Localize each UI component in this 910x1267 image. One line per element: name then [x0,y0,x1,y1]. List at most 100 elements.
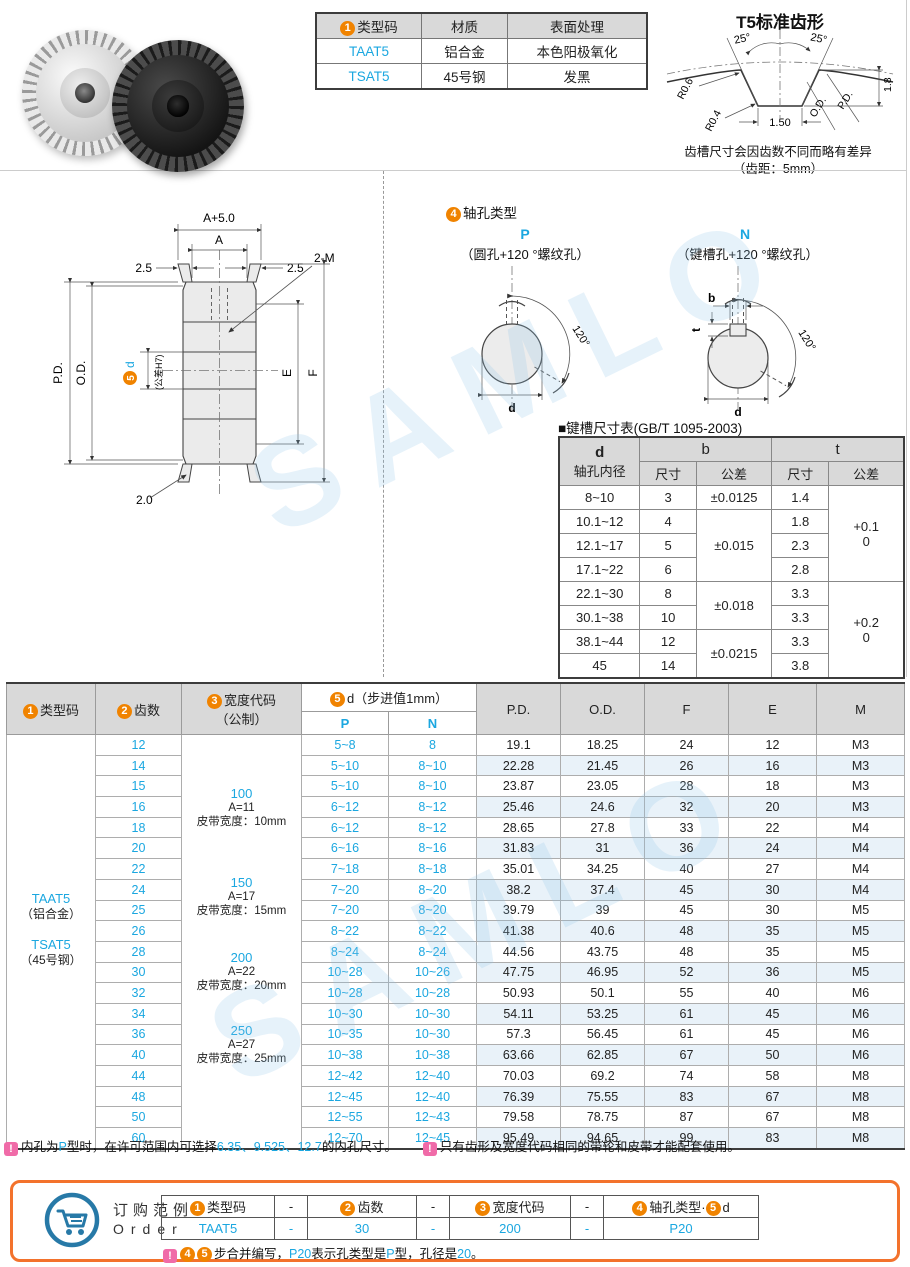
od-label: O.D. [807,95,829,120]
main-table-cell-f: 61 [644,1002,729,1025]
main-table-cell-teeth: 34 [95,1002,182,1025]
tolerance-header: 公差 [696,461,773,486]
finish: 本色阳极氧化 [506,38,648,64]
pulley-bore [74,82,96,104]
main-table-row: 36 10~35 10~30 57.3 56.45 61 45 M6 [7,1023,905,1046]
warning-icon: ! [163,1249,177,1263]
main-table-cell-n: 8~18 [388,858,477,880]
main-table-cell-m: M5 [816,899,905,922]
main-table-cell-p: 5~10 [301,754,389,777]
main-table-cell-m: M8 [816,1127,905,1150]
n-type-label: N [739,226,751,242]
main-table-cell-od: 62.85 [560,1044,645,1066]
main-table-cell-teeth: 18 [95,816,182,839]
main-table-cell-e: 12 [728,734,817,756]
order-title-en: Order [113,1221,184,1237]
main-table-row: 18 6~12 8~12 28.65 27.8 33 22 M4 [7,816,905,839]
keyway-table-title: ■键槽尺寸表(GB/T 1095-2003) [558,421,743,436]
circled-5-icon: 5 [126,375,137,381]
keyway-row: 45 14 3.8 [558,653,904,679]
keyway-header-b: b [639,436,773,462]
footnote-text: 内孔为 [21,1140,59,1154]
main-table-cell-p: 12~55 [301,1106,389,1129]
order-value-hole: P20 [603,1217,759,1240]
main-table-cell-od: 78.75 [560,1106,645,1129]
note-text: 。 [471,1247,484,1261]
order-header-hole: 4 轴孔类型· 5 d [603,1195,759,1218]
order-value-width: 200 [449,1217,571,1240]
main-table-cell-od: 43.75 [560,940,645,963]
main-table-row: 30 10~28 10~26 47.75 46.95 52 36 M5 [7,961,905,984]
main-table-row: 15 5~10 8~10 23.87 23.05 28 18 M3 [7,775,905,798]
t-size: 3.3 [771,581,830,606]
p-type-label: P [520,226,530,242]
circled-5-icon: 5 [197,1247,212,1262]
main-table-cell-m: M4 [816,837,905,860]
main-table-cell-teeth: 32 [95,982,182,1004]
main-table-cell-e: 67 [728,1085,817,1108]
main-table-cell-f: 83 [644,1085,729,1108]
t-size: 1.8 [771,509,830,534]
b-size: 6 [639,557,698,582]
circled-5-icon: 5 [329,692,345,707]
d-range: 38.1~44 [558,629,641,654]
circled-2-icon: 2 [340,1201,356,1216]
b-tolerance: ±0.0215 [696,629,773,679]
b-size: 5 [639,533,698,558]
main-table-cell-f: 28 [644,775,729,798]
r-bottom-label: R0.4 [703,108,724,133]
main-table-row: 24 7~20 8~20 38.2 37.4 45 30 M4 [7,878,905,901]
dash: - [570,1217,604,1240]
main-table-row: 26 8~22 8~22 41.38 40.6 48 35 M5 [7,920,905,942]
main-table-cell-teeth: 60 [95,1127,182,1150]
width-belt: 皮带宽度：20mm [196,980,287,992]
main-table-cell-od: 24.6 [560,796,645,818]
main-table-cell-p: 6~12 [301,816,389,839]
note-p: P [386,1247,395,1261]
t-size: 3.3 [771,605,830,630]
main-table-cell-p: 6~16 [301,837,389,860]
order-value-row: TAAT5 - 30 - 200 - P20 [161,1217,759,1240]
main-table-cell-pd: 54.11 [476,1002,561,1025]
d-label: d [595,443,605,461]
main-table-cell-n: 8~10 [388,754,477,777]
main-table-cell-f: 36 [644,837,729,860]
d-range: 17.1~22 [558,557,641,582]
dash: - [416,1195,450,1218]
header-sublabel: （公制） [215,712,268,727]
type-code-cell: TAAT5 （铝合金） TSAT5 （45号钢） [6,733,96,1150]
main-table-cell-f: 74 [644,1065,729,1087]
main-table-cell-pd: 41.38 [476,920,561,942]
b-size: 10 [639,605,698,630]
main-table-cell-pd: 50.93 [476,982,561,1004]
main-table-cell-e: 30 [728,878,817,901]
main-table-cell-pd: 38.2 [476,878,561,901]
d-sub-label: 轴孔内径 [573,463,626,479]
main-table-cell-p: 5~8 [301,734,389,756]
main-table-cell-n: 8~10 [388,775,477,798]
main-table-cell-od: 75.55 [560,1085,645,1108]
circled-1-icon: 1 [189,1201,205,1216]
main-table-cell-pd: 23.87 [476,775,561,798]
main-table-cell-m: M4 [816,858,905,880]
header-label: 类型码 [357,20,398,35]
main-table-row: 32 10~28 10~28 50.93 50.1 55 40 M6 [7,982,905,1004]
main-table-cell-m: M4 [816,878,905,901]
width-group: 100 A=11 皮带宽度：10mm [182,787,301,829]
header-label: 类型码 [206,1200,246,1215]
main-table-cell-m: M3 [816,796,905,818]
main-table-cell-p: 8~22 [301,920,389,942]
tooth-profile-title: T5标准齿形 [736,13,824,32]
order-header-width: 3 宽度代码 [449,1195,571,1218]
circled-5-icon: 5 [705,1201,721,1216]
materials-row: TSAT5 45号钢 发黑 [315,63,648,90]
type-code-block: TAAT5 （铝合金） [7,891,95,922]
circled-1-icon: 1 [340,21,356,36]
depth-label: 1.8 [882,77,894,92]
type-material: （铝合金） [20,907,81,921]
b-dim-label: b [708,291,715,305]
materials-header-type: 1 类型码 [315,12,422,39]
main-table-row: 48 12~45 12~40 76.39 75.55 83 67 M8 [7,1085,905,1108]
keyway-header-d: d 轴孔内径 [558,436,641,486]
width-belt: 皮带宽度：15mm [196,905,287,917]
